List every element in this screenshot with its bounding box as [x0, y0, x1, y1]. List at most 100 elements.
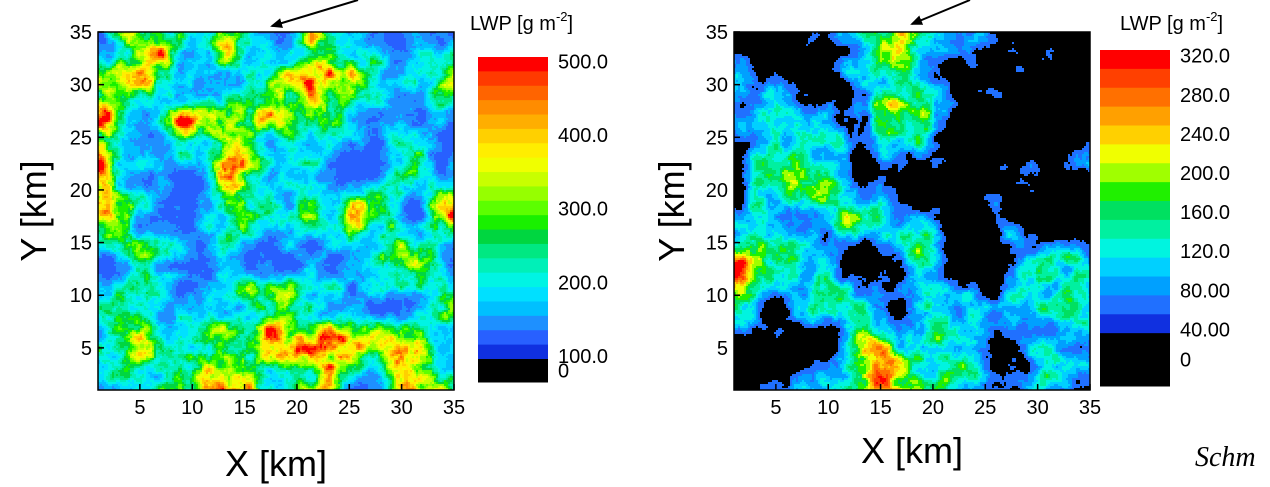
- y-tick-label: 25: [70, 127, 92, 149]
- colorbar-tick-label: 160.0: [1180, 202, 1230, 224]
- x-tick-label: 35: [1079, 397, 1101, 419]
- colorbar-tick-label: 500.0: [558, 51, 608, 73]
- left-colorbar-title: LWP [g m-2]: [470, 9, 573, 35]
- left-plot-frame: [97, 31, 455, 391]
- y-tick-label: 20: [70, 180, 92, 202]
- right-lwp-heatmap: [734, 32, 1090, 390]
- right-y-axis-title: Y [km]: [651, 160, 692, 261]
- right-colorbar-labels: 320.0 280.0 240.0 200.0 160.0 120.0 80.00 40.00…: [1180, 46, 1230, 372]
- colorbar-band: [1100, 219, 1170, 240]
- right-colorbar: [1100, 50, 1170, 387]
- colorbar-band: [1100, 144, 1170, 164]
- right-colorbar-title-exponent: -2: [1206, 9, 1218, 24]
- colorbar-band: [478, 258, 548, 274]
- colorbar-band: [478, 315, 548, 331]
- colorbar-band: [478, 330, 548, 346]
- colorbar-band: [478, 344, 548, 360]
- colorbar-tick-label: 0: [1180, 350, 1191, 372]
- colorbar-band: [1100, 125, 1170, 145]
- colorbar-band: [1100, 276, 1170, 296]
- colorbar-band: [478, 71, 548, 87]
- colorbar-band: [478, 215, 548, 231]
- left-y-axis-title: Y [km]: [13, 160, 54, 261]
- colorbar-band: [478, 57, 548, 72]
- colorbar-band: [1100, 295, 1170, 315]
- y-tick-label: 10: [706, 285, 728, 307]
- colorbar-band: [478, 200, 548, 216]
- colorbar-band: [1100, 87, 1170, 108]
- colorbar-tick-label: 120.0: [1180, 241, 1230, 263]
- right-x-axis-title: X [km]: [861, 430, 963, 471]
- colorbar-band: [1100, 257, 1170, 278]
- colorbar-band: [478, 229, 548, 245]
- colorbar-band: [1100, 333, 1170, 387]
- y-tick-label: 5: [717, 338, 728, 360]
- colorbar-tick-label: 0: [558, 360, 569, 382]
- x-tick-label: 15: [233, 397, 255, 419]
- colorbar-band: [478, 128, 548, 144]
- colorbar-band: [1100, 314, 1170, 334]
- right-y-ticks: 5 10 15 20 25 30 35: [706, 22, 740, 360]
- colorbar-tick-label: 200.0: [1180, 163, 1230, 185]
- colorbar-band: [1100, 163, 1170, 183]
- y-tick-label: 35: [706, 22, 728, 44]
- colorbar-band: [1100, 201, 1170, 221]
- colorbar-band: [478, 100, 548, 116]
- y-tick-label: 10: [70, 285, 92, 307]
- colorbar-band: [478, 243, 548, 259]
- x-tick-label: 5: [770, 397, 781, 419]
- y-tick-label: 5: [81, 338, 92, 360]
- colorbar-band: [478, 172, 548, 187]
- x-tick-label: 35: [443, 397, 465, 419]
- x-tick-label: 30: [391, 397, 413, 419]
- colorbar-band: [478, 85, 548, 101]
- colorbar-tick-label: 100.0: [558, 346, 608, 368]
- colorbar-band: [478, 287, 548, 302]
- colorbar-tick-label: 280.0: [1180, 85, 1230, 107]
- y-tick-label: 30: [706, 75, 728, 97]
- colorbar-band: [478, 358, 548, 383]
- x-tick-label: 5: [134, 397, 145, 419]
- x-tick-label: 25: [338, 397, 360, 419]
- colorbar-band: [478, 186, 548, 202]
- x-tick-label: 25: [974, 397, 996, 419]
- x-tick-label: 30: [1027, 397, 1049, 419]
- colorbar-band: [1100, 238, 1170, 259]
- colorbar-band: [478, 157, 548, 173]
- colorbar-band: [1100, 50, 1170, 70]
- x-tick-label: 15: [869, 397, 891, 419]
- colorbar-band: [478, 143, 548, 159]
- y-tick-label: 15: [70, 233, 92, 255]
- left-colorbar-labels: 500.0 400.0 300.0 200.0 100.00: [558, 51, 608, 382]
- colorbar-tick-label: 240.0: [1180, 124, 1230, 146]
- colorbar-tick-label: 40.00: [1180, 319, 1230, 341]
- right-x-ticks: 5 10 15 20 25 30 35: [770, 384, 1101, 419]
- right-plot-frame: [733, 31, 1091, 391]
- x-tick-label: 20: [922, 397, 944, 419]
- colorbar-tick-label: 400.0: [558, 125, 608, 147]
- left-panel: 5 10 15 20 25 30 35 5 10 15 20 25 30 35 X [km] Y [km…: [13, 0, 608, 484]
- colorbar-band: [478, 272, 548, 288]
- colorbar-band: [1100, 106, 1170, 127]
- colorbar-band: [1100, 182, 1170, 202]
- y-tick-label: 15: [706, 233, 728, 255]
- colorbar-tick-label: 80.00: [1180, 280, 1230, 302]
- right-annotation-arrow: [910, 0, 971, 25]
- left-lwp-heatmap: [98, 32, 454, 390]
- y-tick-label: 20: [706, 180, 728, 202]
- author-credit: Schm: [1195, 442, 1256, 473]
- x-tick-label: 10: [181, 397, 203, 419]
- right-colorbar-title: LWP [g m-2]: [1120, 9, 1223, 35]
- x-tick-label: 10: [817, 397, 839, 419]
- left-annotation-arrow: [270, 0, 359, 28]
- x-tick-label: 20: [286, 397, 308, 419]
- left-colorbar-title-exponent: -2: [556, 9, 568, 24]
- colorbar-band: [1100, 68, 1170, 89]
- left-colorbar: [478, 57, 548, 383]
- colorbar-tick-label: 300.0: [558, 199, 608, 221]
- colorbar-band: [478, 301, 548, 317]
- colorbar-tick-label: 200.0: [558, 272, 608, 294]
- colorbar-band: [478, 114, 548, 130]
- y-tick-label: 25: [706, 127, 728, 149]
